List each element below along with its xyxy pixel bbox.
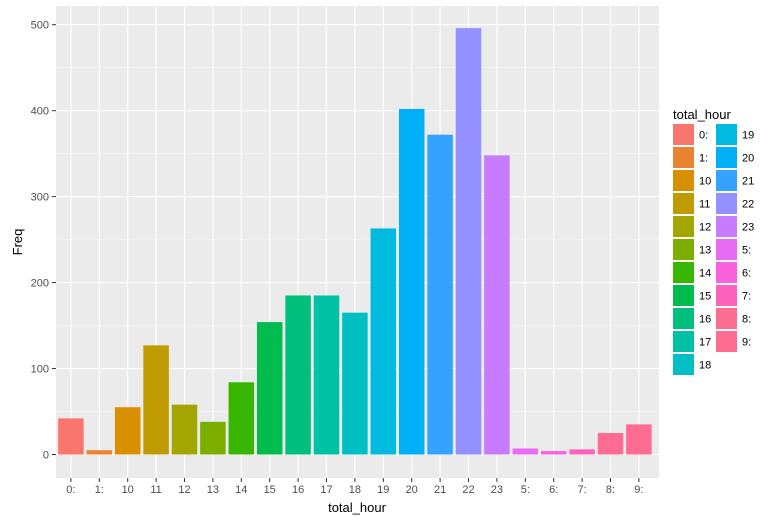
legend-key (716, 124, 737, 145)
x-tick-label: 23 (491, 484, 503, 496)
legend-label: 12 (699, 222, 711, 234)
bar (171, 404, 198, 455)
legend-label: 10 (699, 176, 711, 188)
legend-key (673, 216, 694, 237)
legend-label: 0: (699, 130, 708, 142)
legend-key (716, 285, 737, 306)
bar (58, 418, 84, 455)
x-tick-label: 17 (320, 484, 332, 496)
legend-key (673, 354, 694, 375)
legend-label: 22 (742, 199, 754, 211)
legend-key (673, 193, 694, 214)
legend-label: 11 (699, 199, 710, 211)
legend-label: 9: (742, 337, 751, 349)
x-tick-label: 22 (462, 484, 474, 496)
bar (285, 295, 311, 455)
bar (597, 433, 624, 455)
x-tick-label: 18 (349, 484, 361, 496)
legend-key (673, 331, 694, 352)
x-tick-label: 6: (549, 484, 558, 496)
bar (86, 450, 113, 455)
y-tick-label: 300 (31, 192, 49, 204)
legend-key (716, 193, 737, 214)
x-tick-label: 1: (95, 484, 104, 496)
bar (484, 155, 510, 455)
x-tick-label: 12 (178, 484, 190, 496)
legend-key (673, 308, 694, 329)
x-tick-label: 5: (521, 484, 530, 496)
legend-label: 14 (699, 268, 711, 280)
legend-label: 8: (742, 314, 751, 326)
bar (569, 449, 595, 455)
x-tick-label: 10 (122, 484, 134, 496)
legend-key (673, 124, 694, 145)
bar (370, 228, 397, 455)
y-tick-label: 0 (43, 450, 49, 462)
bar (427, 134, 453, 455)
x-tick-label: 8: (606, 484, 615, 496)
y-tick-label: 400 (31, 106, 49, 118)
x-tick-label: 14 (235, 484, 247, 496)
legend-label: 19 (742, 130, 754, 142)
x-tick-label: 9: (634, 484, 643, 496)
y-tick-label: 500 (31, 20, 49, 32)
legend-key (716, 239, 737, 260)
legend-key (716, 147, 737, 168)
y-tick-label: 200 (31, 278, 49, 290)
bar (114, 407, 141, 455)
bar (228, 382, 255, 455)
bar (512, 448, 539, 455)
legend-key (716, 170, 737, 191)
legend-label: 23 (742, 222, 754, 234)
bars (58, 28, 652, 455)
bar (143, 345, 169, 455)
x-tick-label: 21 (434, 484, 446, 496)
x-tick-label: 16 (292, 484, 304, 496)
legend-label: 13 (699, 245, 711, 257)
bar (455, 28, 482, 455)
legend-key (673, 239, 694, 260)
legend-label: 17 (699, 337, 711, 349)
x-tick-label: 0: (66, 484, 75, 496)
legend-key (716, 216, 737, 237)
bar (626, 424, 652, 455)
legend-label: 16 (699, 314, 711, 326)
legend-label: 15 (699, 291, 711, 303)
y-tick-label: 100 (31, 364, 49, 376)
bar (540, 451, 567, 455)
x-axis-title: total_hour (328, 500, 386, 515)
x-tick-label: 13 (207, 484, 219, 496)
x-tick-label: 15 (264, 484, 276, 496)
legend-label: 6: (742, 268, 751, 280)
x-tick-label: 7: (578, 484, 587, 496)
legend-key (673, 147, 694, 168)
bar (200, 421, 226, 455)
legend-title: total_hour (673, 107, 731, 122)
legend-label: 1: (699, 153, 708, 165)
x-tick-label: 20 (406, 484, 418, 496)
legend-label: 18 (699, 360, 711, 372)
y-axis-title: Freq (10, 229, 25, 256)
legend-key (716, 331, 737, 352)
legend-key (673, 285, 694, 306)
legend-key (673, 170, 694, 191)
legend-label: 5: (742, 245, 751, 257)
legend-key (716, 262, 737, 283)
legend-label: 20 (742, 153, 754, 165)
x-tick-label: 11 (150, 484, 161, 496)
x-tick-label: 19 (377, 484, 389, 496)
x-axis: 0: 1: 10 11 12 13 14 15 16 17 18 19 20 21 22 23 5: 6: 7: 8:… (66, 478, 643, 496)
legend-key (673, 262, 694, 283)
legend: total_hour 0: 1: 10 11 12 13 14 15 16 17 18 19 20 21 2… (673, 107, 754, 375)
bar (342, 312, 368, 455)
y-axis: 0 100 200 300 400 500 (31, 20, 56, 462)
bar (256, 322, 283, 455)
legend-label: 21 (742, 176, 754, 188)
legend-key (716, 308, 737, 329)
legend-label: 7: (742, 291, 751, 303)
bar (313, 295, 340, 455)
bar (398, 108, 425, 455)
